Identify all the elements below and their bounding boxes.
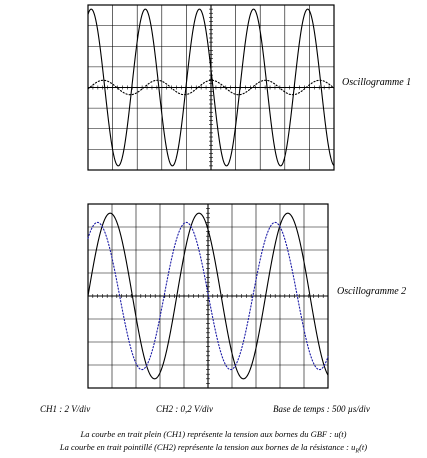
oscillogram-2-ch2-dotted-trace xyxy=(87,221,329,371)
oscillogram-2-screen xyxy=(87,203,329,389)
ch1-sensitivity: CH1 : 2 V/div xyxy=(40,404,91,414)
oscillogram-1-label: Oscillogramme 1 xyxy=(342,77,412,88)
dotted-curve-note-subscript: R xyxy=(355,448,360,455)
oscillogram-2-label: Oscillogramme 2 xyxy=(337,286,407,297)
oscillogram-1-ch2-dotted-trace xyxy=(87,79,335,96)
oscillogram-2-ch1-solid-trace xyxy=(87,212,329,380)
dotted-curve-note: La courbe en trait pointillé (CH2) repré… xyxy=(0,442,427,455)
ch2-sensitivity: CH2 : 0,2 V/div xyxy=(156,404,213,414)
oscillogram-1-ch1-solid-trace xyxy=(87,8,335,167)
solid-curve-note: La courbe en trait plein (CH1) représent… xyxy=(80,429,347,439)
time-base: Base de temps : 500 µs/div xyxy=(273,404,370,414)
dotted-curve-note-suffix: (t) xyxy=(359,442,368,452)
dotted-curve-note-text: La courbe en trait pointillé (CH2) repré… xyxy=(59,442,356,452)
oscillogram-1-screen xyxy=(87,4,335,171)
